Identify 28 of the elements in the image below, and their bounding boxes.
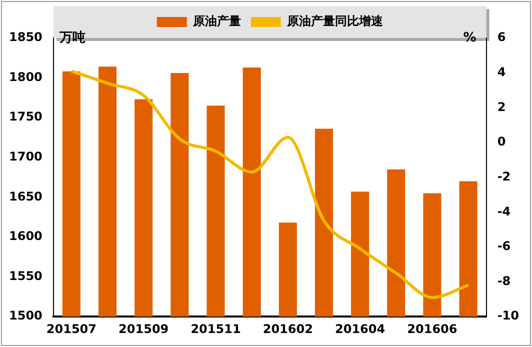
x-tick-label: 201511 xyxy=(190,322,241,336)
y-tick-label: 1500 xyxy=(8,308,42,323)
x-tick-label: 201606 xyxy=(407,322,458,336)
y2-tick-label: 6 xyxy=(497,30,506,44)
line-series xyxy=(70,70,470,299)
y2-tick-label: 2 xyxy=(497,100,506,114)
y2-axis-title: % xyxy=(463,30,476,46)
legend-label: 原油产量 xyxy=(192,14,241,28)
x-tick-label: 201507 xyxy=(46,322,96,336)
y2-tick-label: -8 xyxy=(497,274,511,288)
y-tick-label: 1550 xyxy=(8,268,42,283)
y2-tick-label: 4 xyxy=(497,64,506,79)
x-tick-label: 201602 xyxy=(262,322,313,336)
y-tick-label: 1750 xyxy=(8,110,42,124)
y2-tick-label: 0 xyxy=(497,134,506,149)
y-tick-label: 1650 xyxy=(8,189,42,204)
x-tick-label: 201509 xyxy=(118,322,169,336)
y-tick-label: 1600 xyxy=(8,229,42,244)
y2-tick-label: -10 xyxy=(497,308,520,323)
y-axis-title: 万吨 xyxy=(58,30,86,46)
y-tick-label: 1800 xyxy=(8,70,42,84)
y2-tick-label: -4 xyxy=(497,204,511,218)
y2-tick-label: -6 xyxy=(497,239,511,254)
y-tick-label: 1700 xyxy=(8,150,42,164)
y2-tick-label: -2 xyxy=(497,169,511,184)
y-tick-label: 1850 xyxy=(8,30,42,44)
x-tick-label: 201604 xyxy=(334,322,386,336)
legend-label: 原油产量同比增速 xyxy=(286,14,384,28)
